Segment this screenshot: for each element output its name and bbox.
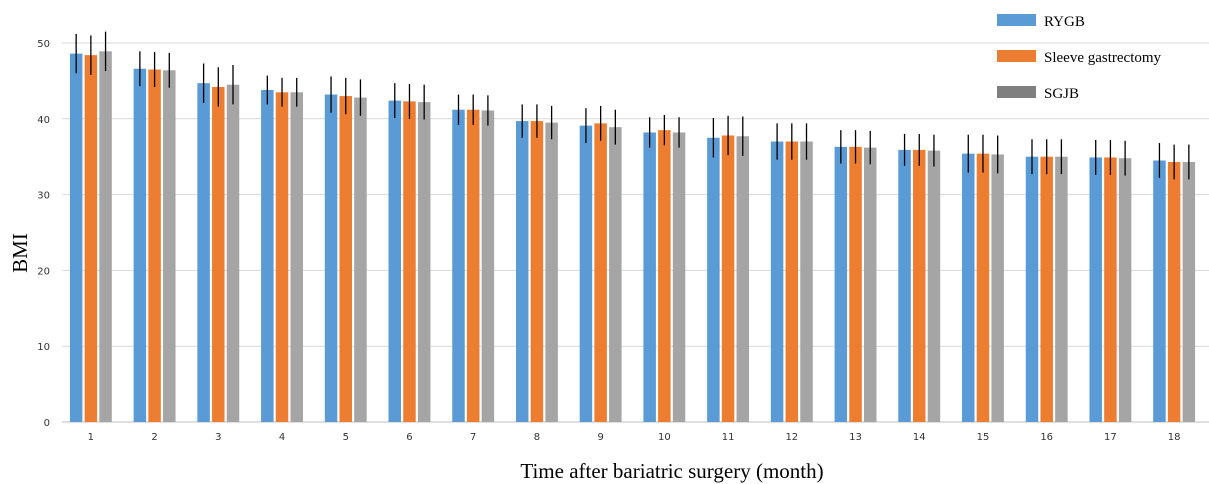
bar [1167, 162, 1181, 423]
bar [515, 121, 529, 422]
x-tick-label: 6 [406, 432, 412, 443]
bar [290, 92, 303, 423]
legend-swatch [997, 86, 1036, 98]
y-tick-label: 30 [37, 191, 50, 202]
y-tick-labels: 0 10 20 30 40 50 [37, 39, 50, 429]
bar [1040, 156, 1053, 422]
x-tick-label: 12 [785, 432, 798, 443]
x-tick-label: 7 [470, 432, 476, 443]
y-tick-label: 50 [37, 39, 50, 50]
x-tick-label: 9 [597, 432, 603, 443]
bar [530, 121, 544, 422]
x-tick-label: 13 [849, 432, 862, 443]
bar [99, 51, 112, 422]
bar [133, 68, 147, 422]
bar [148, 69, 161, 422]
gridlines [62, 42, 1209, 423]
bar [212, 86, 225, 423]
bar [417, 102, 431, 423]
bar [707, 137, 720, 422]
legend-swatch [997, 14, 1036, 26]
y-tick-label: 40 [37, 115, 50, 126]
x-tick-label: 10 [658, 432, 671, 443]
bar [1055, 156, 1068, 422]
x-tick-label: 15 [977, 432, 990, 443]
bar [1025, 156, 1039, 422]
bar [69, 53, 83, 422]
bar [927, 150, 941, 423]
legend: RYGB Sleeve gastrectomy SGJB [997, 14, 1162, 102]
bar [226, 84, 240, 422]
bars [69, 51, 1196, 423]
y-tick-label: 0 [44, 418, 50, 429]
x-tick-label: 11 [722, 432, 735, 443]
x-tick-label: 8 [534, 432, 540, 443]
bar [800, 141, 813, 423]
bar [403, 101, 416, 422]
bar [466, 109, 480, 422]
bar [339, 96, 352, 422]
legend-label: RYGB [1044, 14, 1085, 30]
bar [770, 141, 784, 423]
bar [785, 141, 799, 423]
bar [913, 149, 926, 423]
bar [197, 83, 210, 422]
bar [736, 136, 750, 422]
x-tick-label: 18 [1168, 432, 1181, 443]
y-axis-label: BMI [8, 233, 32, 273]
x-tick-label: 1 [88, 432, 94, 443]
bar [594, 123, 607, 423]
bar [261, 89, 274, 422]
x-tick-label: 17 [1104, 432, 1117, 443]
bar [991, 154, 1004, 422]
bar [579, 125, 593, 422]
bar [834, 146, 848, 422]
bar [545, 122, 558, 422]
error-bars [75, 31, 1190, 180]
bar [898, 149, 911, 423]
bar [1118, 158, 1132, 422]
x-tick-label: 16 [1040, 432, 1053, 443]
bar [354, 97, 367, 423]
bar [658, 130, 671, 423]
x-tick-label: 5 [343, 432, 349, 443]
bar [452, 109, 465, 422]
bar [672, 132, 686, 422]
bar [481, 110, 495, 422]
bar [1182, 162, 1196, 423]
bar [84, 55, 98, 423]
bar [1089, 157, 1102, 422]
x-tick-label: 2 [151, 432, 157, 443]
bar [976, 153, 990, 422]
bar [721, 135, 735, 422]
bar [1104, 157, 1117, 422]
bar [388, 100, 402, 422]
legend-label: Sleeve gastrectomy [1044, 50, 1162, 66]
bar [863, 147, 877, 422]
y-tick-label: 20 [37, 266, 50, 277]
x-tick-label: 14 [913, 432, 926, 443]
bar [275, 92, 289, 423]
y-tick-label: 10 [37, 342, 50, 353]
x-tick-label: 3 [215, 432, 221, 443]
bar [324, 94, 338, 422]
bar [643, 132, 656, 422]
bar [609, 127, 622, 422]
x-tick-label: 4 [279, 432, 285, 443]
x-axis-label: Time after bariatric surgery (month) [520, 459, 823, 483]
bar [1153, 160, 1166, 423]
bar [849, 146, 862, 422]
bar [163, 70, 176, 423]
legend-label: SGJB [1044, 86, 1079, 102]
x-tick-labels: 1 2 3 4 5 6 7 8 9 10 11 12 13 14 15 16 17 18 [88, 432, 1181, 443]
bar [962, 153, 975, 422]
legend-swatch [997, 50, 1036, 62]
